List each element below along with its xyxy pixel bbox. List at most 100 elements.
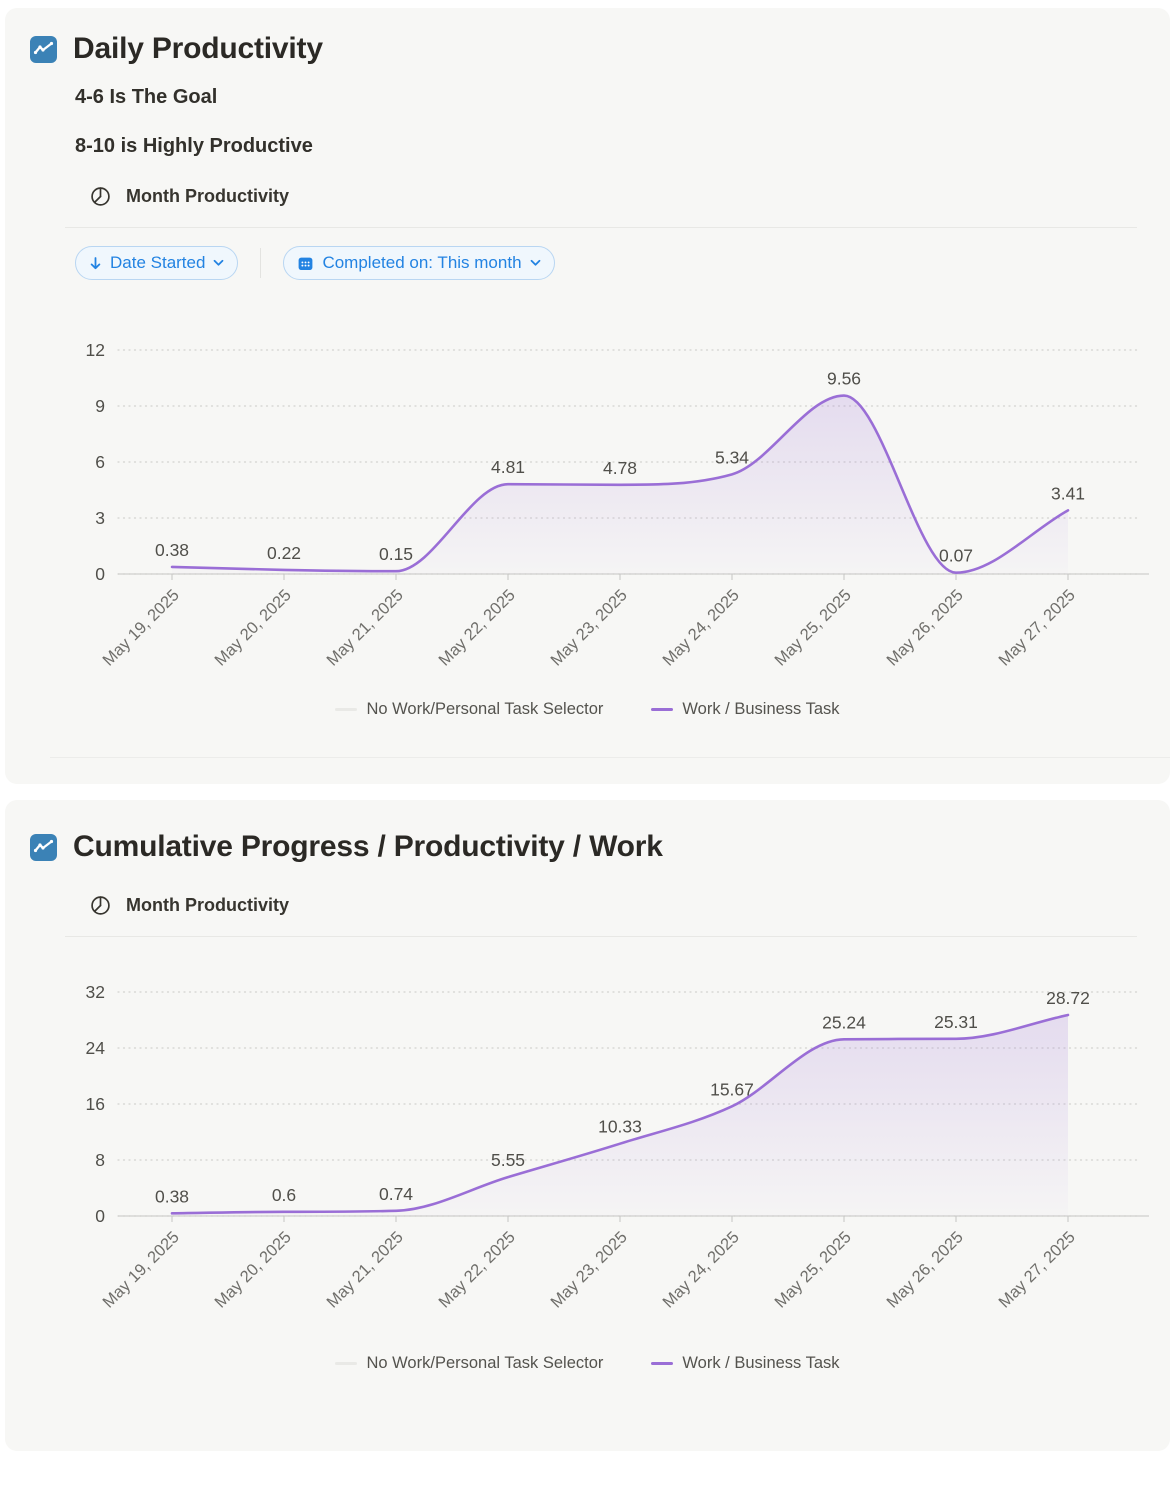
completed-on-filter-chip[interactable]: Completed on: This month <box>283 246 555 281</box>
page-title: Daily Productivity <box>73 32 323 65</box>
daily-productivity-chart: 0 3 6 9 12 0.38 0.22 0.15 4.81 4.78 5.34 9.56 0.07 3.… <box>86 340 1149 670</box>
y-tick-label: 9 <box>95 396 105 416</box>
data-label: 5.55 <box>491 1151 525 1171</box>
y-tick-label: 24 <box>86 1038 106 1058</box>
chevron-down-icon <box>214 260 224 266</box>
y-tick-label: 32 <box>86 982 105 1002</box>
x-tick-label: May 24, 2025 <box>659 586 742 669</box>
cumulative-progress-chart: 0 8 16 24 32 0.38 0.6 0.74 5.55 10.33 15.67 25.24 25… <box>86 982 1149 1312</box>
header-divider <box>65 936 1137 938</box>
data-label: 0.38 <box>155 1187 189 1207</box>
y-tick-label: 0 <box>95 564 105 584</box>
page-title: Cumulative Progress / Productivity / Wor… <box>73 830 663 864</box>
x-axis <box>118 1215 1149 1223</box>
goal-subtitle-1: 4-6 Is The Goal <box>75 86 218 108</box>
y-tick-label: 0 <box>95 1206 105 1226</box>
y-tick-label: 12 <box>86 340 105 360</box>
line-chart-icon <box>30 35 57 63</box>
x-tick-label: May 22, 2025 <box>435 1228 518 1311</box>
data-label: 0.74 <box>379 1184 413 1204</box>
x-axis-labels: May 19, 2025 May 20, 2025 May 21, 2025 May … <box>99 586 1078 669</box>
legend-label: No Work/Personal Task Selector <box>366 1354 604 1373</box>
data-label: 9.56 <box>827 369 861 389</box>
data-label: 0.22 <box>267 543 301 563</box>
series-line <box>170 1014 1070 1216</box>
chip-separator <box>260 248 262 279</box>
goal-subtitle-2: 8-10 is Highly Productive <box>75 135 313 157</box>
x-tick-label: May 25, 2025 <box>771 586 854 669</box>
data-label: 10.33 <box>598 1117 642 1137</box>
data-label: 0.38 <box>155 540 189 560</box>
data-label: 5.34 <box>715 448 749 468</box>
arrow-down-icon <box>90 256 101 269</box>
data-label: 0.6 <box>272 1185 296 1205</box>
view-label: Month Productivity <box>126 895 289 916</box>
sort-chip[interactable]: Date Started <box>75 246 239 281</box>
y-tick-label: 3 <box>95 508 105 528</box>
legend-item: No Work/Personal Task Selector <box>335 700 603 719</box>
legend-label: Work / Business Task <box>682 700 840 719</box>
legend-swatch <box>335 708 358 712</box>
x-tick-label: May 26, 2025 <box>883 586 966 669</box>
legend-item: Work / Business Task <box>651 700 840 719</box>
x-tick-label: May 19, 2025 <box>99 1228 182 1311</box>
data-labels: 0.38 0.22 0.15 4.81 4.78 5.34 9.56 0.07 3.41 <box>155 369 1085 566</box>
filter-chip-label: Completed on: This month <box>322 253 522 272</box>
x-tick-label: May 24, 2025 <box>659 1228 742 1311</box>
data-label: 3.41 <box>1051 484 1085 504</box>
x-axis <box>118 573 1149 581</box>
view-row: Month Productivity <box>5 894 1170 917</box>
line-chart-icon <box>30 833 57 861</box>
x-tick-label: May 21, 2025 <box>323 1228 406 1311</box>
x-tick-label: May 20, 2025 <box>211 586 294 669</box>
legend-label: No Work/Personal Task Selector <box>366 700 604 719</box>
x-tick-label: May 23, 2025 <box>547 586 630 669</box>
pie-chart-icon <box>91 187 110 206</box>
data-label: 0.15 <box>379 545 413 565</box>
y-tick-label: 6 <box>95 452 105 472</box>
series-area <box>172 1015 1068 1217</box>
data-label: 25.31 <box>934 1012 978 1032</box>
card-header: Daily Productivity <box>5 32 1170 66</box>
x-tick-label: May 25, 2025 <box>771 1228 854 1311</box>
legend-label: Work / Business Task <box>682 1354 840 1373</box>
sort-chip-label: Date Started <box>110 253 206 272</box>
data-label: 28.72 <box>1046 988 1090 1008</box>
data-label: 25.24 <box>822 1013 866 1033</box>
x-tick-label: May 19, 2025 <box>99 586 182 669</box>
x-tick-label: May 26, 2025 <box>883 1228 966 1311</box>
x-tick-label: May 20, 2025 <box>211 1228 294 1311</box>
data-label: 15.67 <box>710 1080 754 1100</box>
legend-swatch <box>651 1362 674 1366</box>
chart-legend: No Work/Personal Task Selector Work / Bus… <box>5 700 1170 719</box>
y-axis-labels: 0 8 16 24 32 <box>86 982 106 1226</box>
y-tick-label: 8 <box>95 1150 105 1170</box>
view-row: Month Productivity <box>5 185 1170 208</box>
view-label: Month Productivity <box>126 186 289 206</box>
legend-item: Work / Business Task <box>651 1354 840 1373</box>
card-header: Cumulative Progress / Productivity / Wor… <box>5 830 1170 864</box>
chart-legend: No Work/Personal Task Selector Work / Bus… <box>5 1354 1170 1373</box>
series-line <box>170 394 1070 575</box>
header-divider <box>65 227 1137 228</box>
data-label: 4.81 <box>491 458 525 478</box>
pie-chart-icon <box>91 896 110 916</box>
data-label: 0.07 <box>939 546 973 566</box>
chevron-down-icon <box>530 260 540 266</box>
data-label: 4.78 <box>603 458 637 478</box>
x-tick-label: May 27, 2025 <box>995 586 1078 669</box>
x-tick-label: May 23, 2025 <box>547 1228 630 1311</box>
data-labels: 0.38 0.6 0.74 5.55 10.33 15.67 25.24 25.31 28.72 <box>155 988 1090 1206</box>
filter-toolbar: Date Started Completed on: This month <box>5 246 1170 281</box>
y-axis-labels: 0 3 6 9 12 <box>86 340 106 584</box>
x-tick-label: May 21, 2025 <box>323 586 406 669</box>
x-tick-label: May 27, 2025 <box>995 1228 1078 1311</box>
cumulative-progress-card: Cumulative Progress / Productivity / Wor… <box>5 800 1170 1452</box>
y-tick-label: 16 <box>86 1094 105 1114</box>
legend-item: No Work/Personal Task Selector <box>335 1354 603 1373</box>
card-bottom-divider <box>50 757 1170 759</box>
legend-swatch <box>335 1362 358 1366</box>
daily-productivity-card: Daily Productivity 4-6 Is The Goal 8-10 … <box>5 8 1170 785</box>
x-tick-label: May 22, 2025 <box>435 586 518 669</box>
x-axis-labels: May 19, 2025 May 20, 2025 May 21, 2025 May … <box>99 1228 1078 1311</box>
